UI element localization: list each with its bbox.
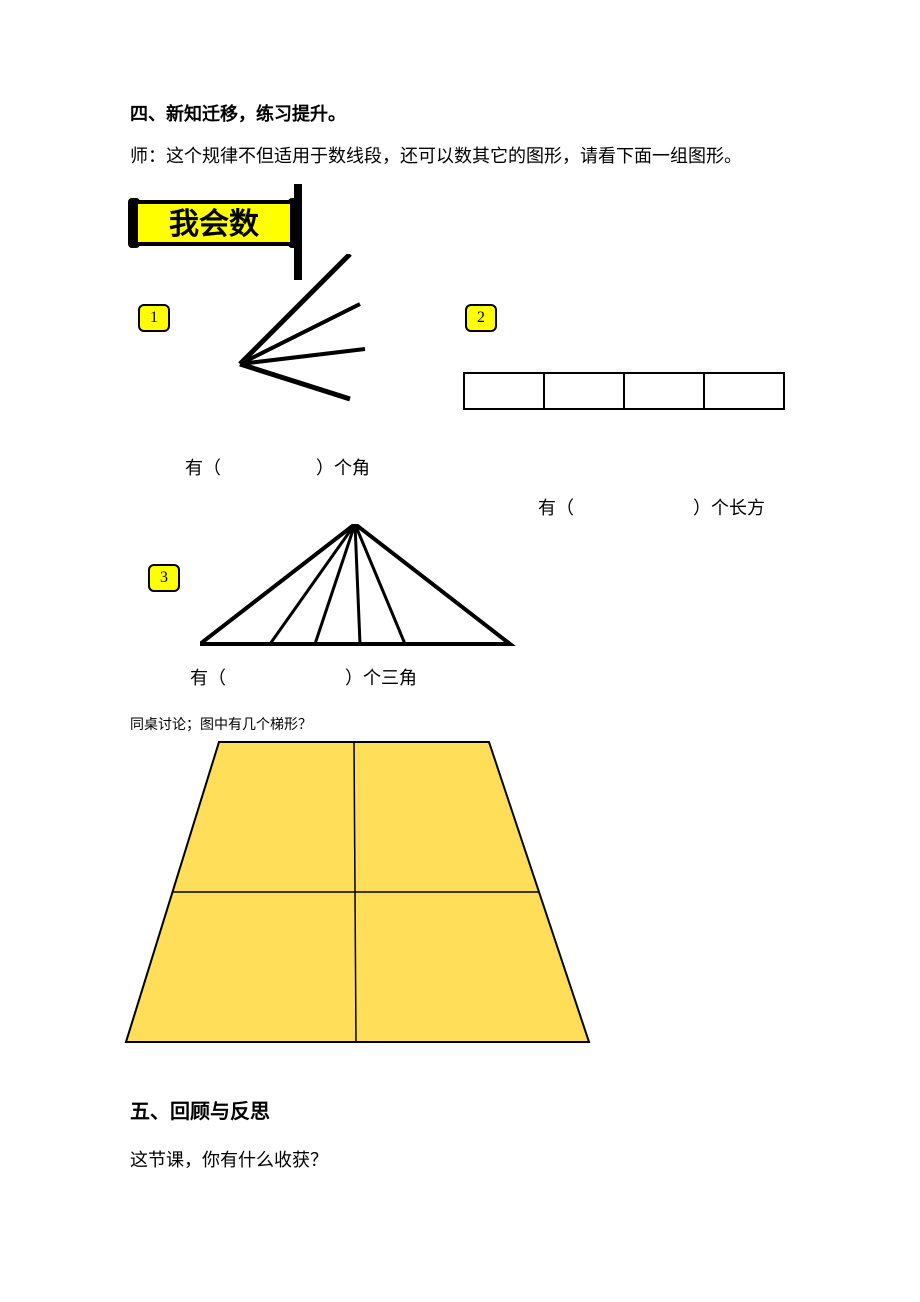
banner-text: 我会数	[169, 208, 260, 241]
badge-1-wrap: 1	[138, 304, 170, 332]
badge-3-wrap: 3	[148, 564, 180, 592]
q2-rectangles	[463, 372, 793, 418]
q1-prompt-left: 有（	[185, 458, 221, 478]
badge-3: 3	[148, 564, 180, 592]
q3-prompt-right: ）个三角	[345, 668, 417, 688]
badge-2-wrap: 2	[465, 304, 497, 332]
discussion-label: 同桌讨论；图中有几个梯形？	[130, 714, 790, 734]
badge-2: 2	[465, 304, 497, 332]
badge-1: 1	[138, 304, 170, 332]
row-q3: 3 有（ ）个三角	[130, 524, 790, 704]
q1-prompt: 有（ ）个角	[185, 454, 370, 480]
q3-prompt: 有（ ）个三角	[190, 664, 417, 690]
q2-prompt-left: 有（	[538, 498, 574, 518]
q3-prompt-left: 有（	[190, 668, 226, 688]
q2-prompt: 有（ ）个长方	[538, 494, 765, 520]
q2-prompt-right: ）个长方	[693, 498, 765, 518]
section4-heading: 四、新知迁移，练习提升。	[130, 100, 790, 126]
q1-prompt-right: ）个角	[316, 458, 370, 478]
section4-intro: 师：这个规律不但适用于数线段，还可以数其它的图形，请看下面一组图形。	[130, 138, 790, 174]
q3-triangle	[200, 524, 520, 654]
row-q1-q2: 1 有（ ）个角 2 有（ ）个长方	[130, 274, 790, 504]
trapezoid-figure	[124, 740, 604, 1050]
q1-angle-fan	[190, 254, 400, 424]
section5-heading: 五、回顾与反思	[130, 1095, 790, 1124]
section5-body: 这节课，你有什么收获？	[130, 1142, 790, 1178]
document-page: 四、新知迁移，练习提升。 师：这个规律不但适用于数线段，还可以数其它的图形，请看…	[0, 0, 920, 1248]
